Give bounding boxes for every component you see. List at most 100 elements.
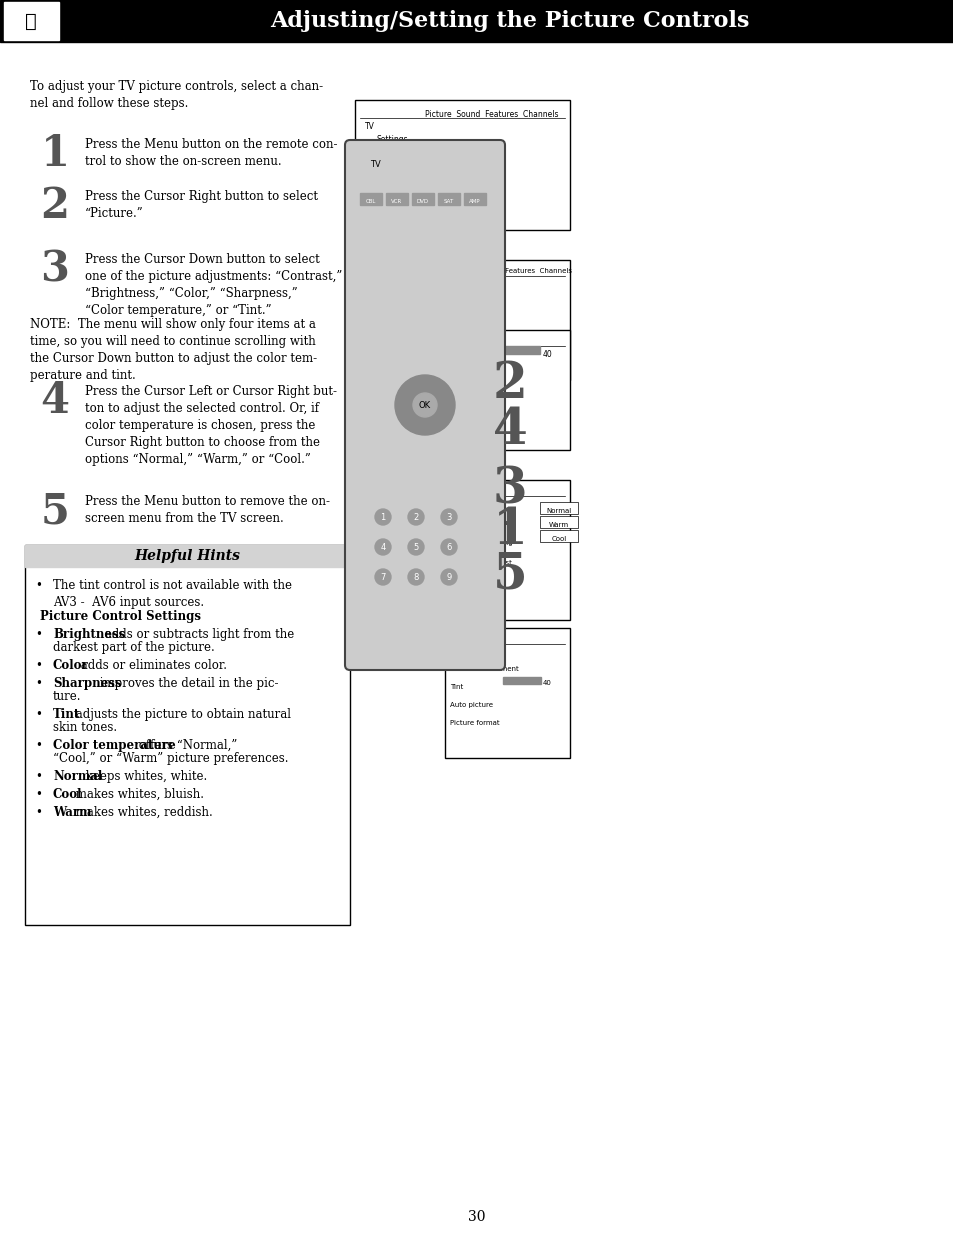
Text: •: • <box>35 677 42 690</box>
Circle shape <box>440 509 456 525</box>
Text: DNR: DNR <box>450 580 465 585</box>
Text: Tint: Tint <box>450 684 463 690</box>
Text: To adjust your TV picture controls, select a chan-
nel and follow these steps.: To adjust your TV picture controls, sele… <box>30 80 323 110</box>
Text: Picture  Sound  Features  Channels: Picture Sound Features Channels <box>450 268 572 274</box>
Circle shape <box>375 569 391 585</box>
Text: Color Temperature: Color Temperature <box>450 520 514 526</box>
Text: Adjusting/Setting the Picture Controls: Adjusting/Setting the Picture Controls <box>270 10 749 32</box>
Text: Dynamic contrast: Dynamic contrast <box>450 559 512 566</box>
Text: Sharpness: Sharpness <box>450 422 490 431</box>
Text: Picture: Picture <box>450 636 476 645</box>
Text: 9: 9 <box>446 573 451 582</box>
Text: Color temperature: Color temperature <box>53 739 175 752</box>
Bar <box>386 193 408 205</box>
Text: 5: 5 <box>41 490 70 532</box>
Bar <box>539 501 578 514</box>
Bar <box>0 0 953 42</box>
Text: Normal: Normal <box>53 769 102 783</box>
Bar <box>539 516 578 529</box>
Text: improves the detail in the pic-: improves the detail in the pic- <box>96 677 278 690</box>
Text: Press the Cursor Right button to select
“Picture.”: Press the Cursor Right button to select … <box>85 190 317 220</box>
Text: 2: 2 <box>413 513 418 521</box>
Bar <box>444 330 569 450</box>
Text: Cool: Cool <box>551 536 566 542</box>
Bar <box>437 193 459 205</box>
Bar <box>495 346 539 354</box>
Circle shape <box>408 509 423 525</box>
Text: ⚽: ⚽ <box>25 11 37 31</box>
Text: makes whites, bluish.: makes whites, bluish. <box>72 788 204 802</box>
Text: 3: 3 <box>41 248 70 290</box>
Text: “Cool,” or “Warm” picture preferences.: “Cool,” or “Warm” picture preferences. <box>53 752 288 764</box>
Text: •: • <box>35 629 42 641</box>
Text: 6: 6 <box>446 542 451 552</box>
Text: TV: TV <box>450 500 458 506</box>
Circle shape <box>408 538 423 555</box>
Circle shape <box>375 538 391 555</box>
Text: adjusts the picture to obtain natural: adjusts the picture to obtain natural <box>72 708 291 721</box>
Text: Color: Color <box>450 404 470 412</box>
Text: TV: TV <box>365 122 375 131</box>
Circle shape <box>413 393 436 417</box>
Circle shape <box>395 375 455 435</box>
Text: Settings: Settings <box>376 135 408 144</box>
Text: DVD: DVD <box>416 199 429 204</box>
Text: 5: 5 <box>413 542 418 552</box>
Text: 4: 4 <box>492 405 527 454</box>
Text: 30: 30 <box>468 1210 485 1224</box>
Bar <box>444 629 569 758</box>
Bar <box>355 100 569 230</box>
Bar <box>502 677 540 684</box>
Bar <box>359 193 381 205</box>
Text: Warm: Warm <box>548 522 569 529</box>
Text: Helpful Hints: Helpful Hints <box>134 550 240 563</box>
Bar <box>444 261 569 380</box>
Text: TV: TV <box>450 280 459 289</box>
Text: Tint: Tint <box>53 708 80 721</box>
Text: •: • <box>35 739 42 752</box>
Text: NOTE:  The menu will show only four items at a
time, so you will need to continu: NOTE: The menu will show only four items… <box>30 317 316 382</box>
Text: • TV: • TV <box>450 648 466 657</box>
Text: Sharpness: Sharpness <box>450 352 490 361</box>
Text: darkest part of the picture.: darkest part of the picture. <box>53 641 214 655</box>
Text: adds or subtracts light from the: adds or subtracts light from the <box>101 629 294 641</box>
Text: Install: Install <box>376 161 400 170</box>
FancyBboxPatch shape <box>345 140 504 671</box>
Text: •: • <box>35 788 42 802</box>
Text: Digital processing: Digital processing <box>450 540 512 546</box>
Text: Color: Color <box>53 659 89 672</box>
Text: 3: 3 <box>446 513 451 521</box>
Bar <box>444 480 569 620</box>
Bar <box>4 2 59 40</box>
Text: Press the Menu button to remove the on-
screen menu from the TV screen.: Press the Menu button to remove the on- … <box>85 495 330 525</box>
Text: 4: 4 <box>380 542 385 552</box>
Text: Color enhancement: Color enhancement <box>450 666 518 672</box>
Bar <box>25 545 350 567</box>
Text: Contrast: Contrast <box>450 368 482 377</box>
Text: 40: 40 <box>542 680 551 685</box>
Text: Auto picture: Auto picture <box>450 701 493 708</box>
Text: 2: 2 <box>40 185 70 227</box>
Text: 1: 1 <box>492 505 527 555</box>
Text: •: • <box>35 708 42 721</box>
Text: Demo: Demo <box>376 148 399 157</box>
Text: 3: 3 <box>492 466 527 515</box>
Text: Press the Cursor Left or Cursor Right but-
ton to adjust the selected control. O: Press the Cursor Left or Cursor Right bu… <box>85 385 336 466</box>
Text: TV: TV <box>450 350 459 359</box>
Text: adds or eliminates color.: adds or eliminates color. <box>77 659 227 672</box>
Text: •: • <box>35 806 42 819</box>
Text: Warm: Warm <box>53 806 91 819</box>
Text: Picture format: Picture format <box>450 720 499 726</box>
Text: keeps whites, white.: keeps whites, white. <box>82 769 207 783</box>
Text: makes whites, reddish.: makes whites, reddish. <box>72 806 213 819</box>
Text: Contrast: Contrast <box>450 298 482 308</box>
Text: VCR: VCR <box>391 199 402 204</box>
Text: Brightness: Brightness <box>53 629 125 641</box>
Circle shape <box>375 509 391 525</box>
Text: Color: Color <box>450 333 470 343</box>
Text: 5: 5 <box>492 551 527 599</box>
Bar <box>539 530 578 542</box>
Text: 4: 4 <box>40 380 70 422</box>
Text: Picture  Sound  Features  Channels: Picture Sound Features Channels <box>424 110 558 119</box>
Text: ture.: ture. <box>53 690 81 703</box>
